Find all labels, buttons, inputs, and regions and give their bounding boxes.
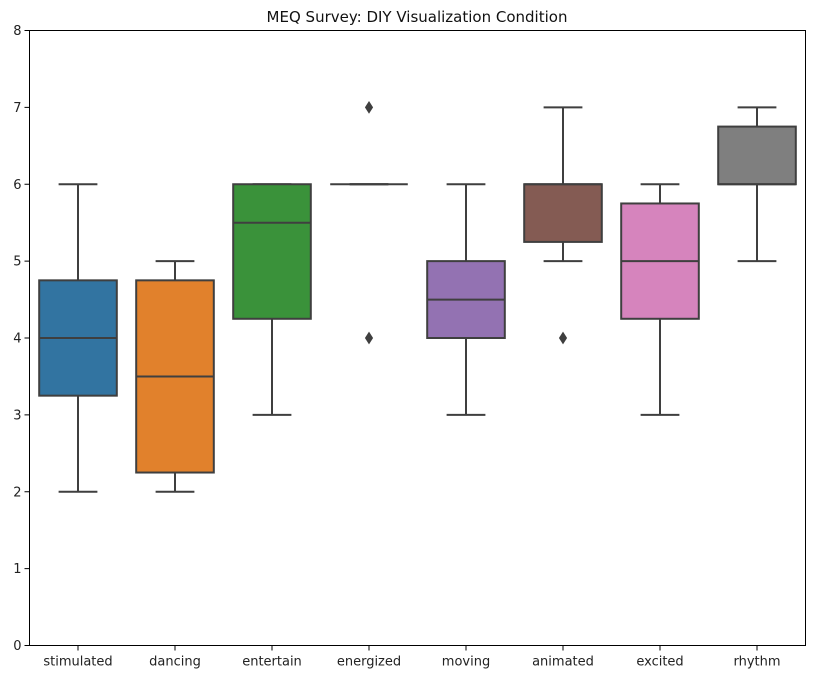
x-tick-label-energized: energized bbox=[337, 655, 401, 670]
iqr-box-entertain bbox=[232, 183, 312, 320]
iqr-box-rhythm bbox=[717, 125, 797, 186]
chart-title: MEQ Survey: DIY Visualization Condition bbox=[267, 8, 568, 26]
x-tick-label-dancing: dancing bbox=[149, 655, 201, 670]
boxes-layer bbox=[38, 100, 797, 493]
box-animated bbox=[523, 106, 603, 345]
x-tick-label-stimulated: stimulated bbox=[43, 655, 112, 670]
outlier-point-energized bbox=[364, 331, 374, 345]
y-tick-label: 1 bbox=[13, 562, 21, 577]
box-stimulated bbox=[38, 183, 118, 493]
box-excited bbox=[620, 183, 700, 416]
y-tick-label: 3 bbox=[13, 408, 21, 423]
y-tick-label: 4 bbox=[13, 332, 21, 347]
y-tick-label: 8 bbox=[13, 24, 21, 39]
y-tick-label: 5 bbox=[13, 255, 21, 270]
iqr-box-animated bbox=[523, 183, 603, 243]
plot-frame bbox=[29, 30, 806, 646]
box-energized bbox=[330, 100, 408, 345]
box-dancing bbox=[135, 260, 215, 493]
y-tick-label: 0 bbox=[13, 639, 21, 654]
y-tick-label: 7 bbox=[13, 101, 21, 116]
outlier-point-animated bbox=[558, 331, 568, 345]
x-tick-label-excited: excited bbox=[636, 655, 683, 670]
y-tick-label: 6 bbox=[13, 178, 21, 193]
box-entertain bbox=[232, 183, 312, 416]
x-tick-label-animated: animated bbox=[532, 655, 594, 670]
x-tick-label-rhythm: rhythm bbox=[733, 655, 780, 670]
y-axis: 0 1 2 3 4 5 6 7 8 bbox=[13, 24, 30, 654]
x-tick-label-entertain: entertain bbox=[242, 655, 302, 670]
x-axis: stimulated dancing entertain energized movin… bbox=[43, 645, 781, 670]
x-tick-label-moving: moving bbox=[442, 655, 490, 670]
outlier-point-energized bbox=[364, 100, 374, 114]
box-moving bbox=[426, 183, 506, 416]
box-rhythm bbox=[717, 106, 797, 263]
y-tick-label: 2 bbox=[13, 485, 21, 500]
